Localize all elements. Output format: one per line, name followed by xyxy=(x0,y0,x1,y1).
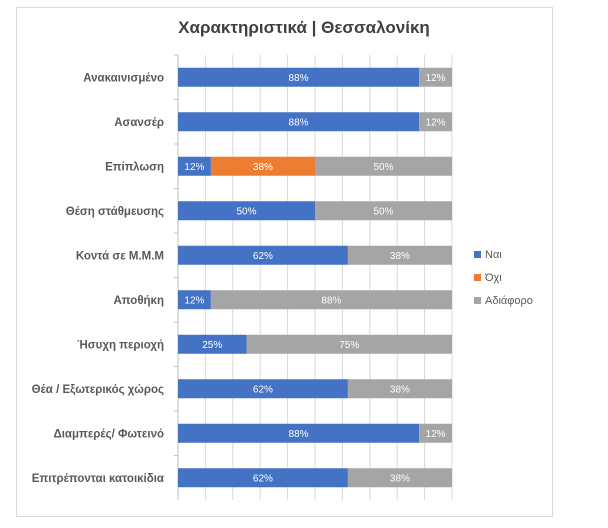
bar-segment xyxy=(210,290,452,310)
bar-segment xyxy=(347,245,452,265)
legend-swatch xyxy=(474,251,481,258)
legend-label: Ναι xyxy=(485,249,502,261)
bar-segment xyxy=(347,468,452,488)
data-label: 88% xyxy=(289,117,309,128)
data-label: 12% xyxy=(184,295,204,306)
category-label: Ανακαινισμένο xyxy=(83,72,164,84)
bar-segment xyxy=(178,245,348,265)
category-label: Ασανσέρ xyxy=(114,117,164,129)
legend-label: Αδιάφορο xyxy=(485,295,533,307)
bar-segment xyxy=(419,423,452,443)
data-label: 38% xyxy=(253,162,273,173)
category-label: Αποθήκη xyxy=(114,295,165,307)
data-label: 88% xyxy=(321,295,341,306)
data-label: 50% xyxy=(236,206,256,217)
data-label: 50% xyxy=(373,162,393,173)
data-label: 62% xyxy=(253,384,273,395)
bar-segment xyxy=(178,468,348,488)
legend-swatch xyxy=(474,297,481,304)
bar-segment xyxy=(315,156,452,176)
data-label: 75% xyxy=(339,340,359,351)
bar-segment xyxy=(178,290,211,310)
bar-segment xyxy=(178,156,211,176)
bar-segment xyxy=(419,67,452,87)
data-label: 12% xyxy=(184,162,204,173)
bar-segment xyxy=(419,112,452,132)
bar-segment xyxy=(178,201,315,221)
bar-segment xyxy=(178,423,420,443)
category-label: Θέση στάθμευσης xyxy=(66,206,164,218)
data-label: 88% xyxy=(289,429,309,440)
category-label: Επίπλωση xyxy=(105,161,164,173)
legend-swatch xyxy=(474,274,481,281)
bar-segment xyxy=(347,379,452,399)
data-label: 12% xyxy=(426,117,446,128)
legend-label: Όχι xyxy=(484,272,502,284)
category-label: Ήσυχη περιοχή xyxy=(77,339,164,351)
chart-frame xyxy=(16,7,553,517)
bar-segment xyxy=(246,334,452,354)
data-label: 38% xyxy=(390,251,410,262)
data-label: 50% xyxy=(373,206,393,217)
data-label: 88% xyxy=(289,73,309,84)
category-label: Θέα / Εξωτερικός χώρος xyxy=(32,384,164,396)
category-label: Επιτρέπονται κατοικίδια xyxy=(32,473,164,485)
bar-segment xyxy=(315,201,452,221)
data-label: 25% xyxy=(202,340,222,351)
bar-segment xyxy=(178,334,247,354)
category-label: Κοντά σε Μ.Μ.Μ xyxy=(76,250,164,262)
data-label: 38% xyxy=(390,384,410,395)
chart-title: Χαρακτηριστικά | Θεσσαλονίκη xyxy=(178,18,430,37)
bar-segment xyxy=(178,67,420,87)
data-label: 12% xyxy=(426,429,446,440)
data-label: 38% xyxy=(390,473,410,484)
data-label: 62% xyxy=(253,473,273,484)
bar-segment xyxy=(178,112,420,132)
bar-segment xyxy=(210,156,315,176)
data-label: 12% xyxy=(426,73,446,84)
bar-segment xyxy=(178,379,348,399)
data-label: 62% xyxy=(253,251,273,262)
category-label: Διαμπερές/ Φωτεινό xyxy=(53,428,164,440)
